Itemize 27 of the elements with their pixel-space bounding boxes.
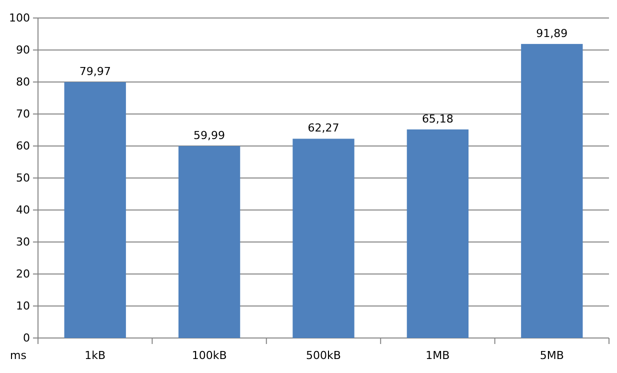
y-tick-label: 0 (23, 332, 30, 345)
y-tick-label: 80 (16, 76, 30, 89)
data-label: 91,89 (536, 26, 568, 40)
x-tick-label: 5MB (540, 349, 564, 362)
bar (64, 82, 126, 338)
x-tick-label: 100kB (192, 349, 227, 362)
y-tick-label: 10 (16, 300, 30, 313)
data-label: 62,27 (308, 122, 340, 135)
y-tick-label: 20 (16, 268, 30, 281)
data-label: 79,97 (79, 65, 111, 78)
bar (521, 44, 583, 338)
y-tick-label: 90 (16, 44, 30, 57)
x-tick-label: 1kB (84, 349, 106, 362)
data-label: 59,99 (194, 129, 226, 142)
y-tick-label: 50 (16, 172, 30, 185)
y-tick-label: 70 (16, 108, 30, 121)
x-tick-label: 500kB (306, 349, 341, 362)
y-tick-label: 30 (16, 236, 30, 249)
bar (292, 138, 354, 338)
y-tick-label: 60 (16, 140, 30, 153)
y-tick-label: 40 (16, 204, 30, 217)
bar (178, 146, 240, 338)
data-label: 65,18 (422, 112, 454, 126)
x-tick-label: 1MB (426, 349, 450, 362)
bar (406, 129, 469, 338)
y-axis-title: ms (10, 349, 27, 362)
y-tick-label: 100 (9, 12, 30, 25)
